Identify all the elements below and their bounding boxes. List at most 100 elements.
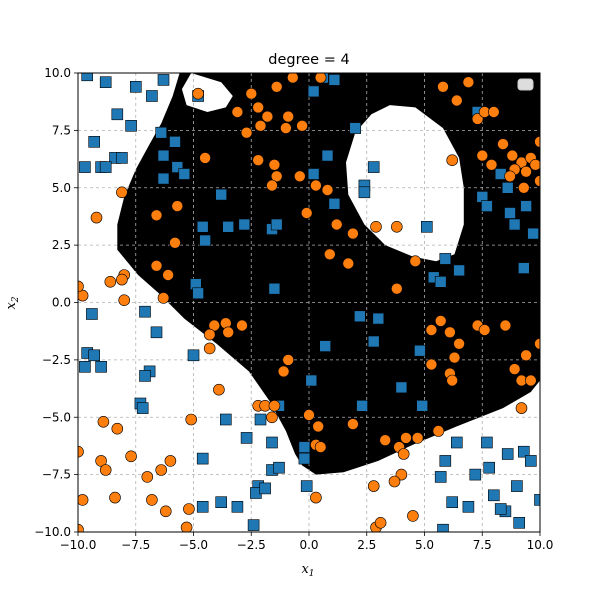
square-point-70	[136, 402, 149, 414]
circle-point-124	[78, 494, 89, 506]
y-axis-ticks: −10.0 −7.5 −5.0 −2.5 0.0 2.5 5.0 7.5 10.0	[34, 66, 78, 539]
circle-point-23	[150, 209, 163, 222]
circle-point-21	[321, 184, 334, 196]
circle-point-111	[534, 175, 540, 187]
square-point-79	[300, 480, 313, 492]
square-point-25	[270, 218, 283, 231]
circle-point-98	[487, 106, 500, 118]
plot-area	[78, 73, 540, 532]
circle-point-99	[476, 149, 489, 162]
circle-point-68	[407, 510, 419, 522]
circle-point-102	[506, 149, 519, 162]
circle-point-70	[323, 248, 336, 261]
circle-point-28	[162, 269, 174, 281]
circle-point-29	[150, 259, 163, 272]
circle-point-89	[524, 374, 537, 387]
square-point-57	[319, 340, 332, 352]
square-point-96	[494, 503, 507, 515]
circle-point-61	[397, 448, 410, 460]
circle-point-22	[330, 218, 343, 231]
circle-point-9	[314, 73, 327, 84]
square-point-111	[517, 262, 530, 274]
square-point-99	[513, 516, 526, 529]
circle-point-16	[270, 170, 283, 183]
circle-point-1	[245, 87, 258, 100]
circle-point-36	[157, 292, 170, 304]
square-point-5	[146, 90, 158, 102]
circle-point-41	[203, 328, 216, 341]
circle-point-106	[504, 170, 516, 183]
x-axis-ticks: −10.0 −7.5 −5.0 −2.5 0.0 2.5 5.0 7.5 10.0	[60, 532, 554, 552]
square-point-97	[517, 445, 530, 458]
circle-point-50	[266, 411, 278, 424]
circle-point-63	[388, 475, 401, 488]
square-point-92	[501, 448, 514, 460]
circle-point-127	[180, 521, 193, 532]
x-tick-label-8: 10.0	[527, 538, 554, 552]
grid-lines	[78, 73, 540, 532]
x-tick-label-1: −7.5	[121, 538, 150, 552]
y-tick-label-3: −2.5	[42, 353, 71, 367]
square-point-1	[99, 76, 112, 88]
square-point-17	[171, 161, 184, 173]
circle-point-62	[395, 468, 408, 481]
y-tick-label-6: 5.0	[52, 181, 71, 195]
square-point-0	[81, 73, 93, 82]
square-point-100	[534, 494, 540, 506]
circle-point-86	[425, 358, 438, 371]
square-point-91	[481, 436, 493, 449]
circle-point-56	[379, 434, 392, 447]
circle-point-114	[95, 455, 107, 467]
circle-point-93	[437, 81, 449, 93]
square-point-88	[462, 500, 475, 513]
square-point-62	[254, 413, 267, 426]
circle-point-78	[444, 326, 456, 339]
square-point-44	[192, 287, 204, 300]
square-point-27	[307, 85, 320, 98]
circle-point-24	[116, 186, 128, 199]
y-tick-label-0: −10.0	[34, 525, 71, 539]
square-point-106	[501, 182, 514, 194]
square-point-75	[298, 452, 311, 465]
square-point-59	[414, 344, 426, 357]
circle-point-103	[515, 156, 528, 169]
circle-point-6	[254, 120, 267, 132]
square-point-31	[349, 122, 362, 134]
circle-point-119	[155, 464, 167, 476]
circle-point-108	[529, 159, 540, 171]
square-point-49	[88, 349, 100, 362]
x-tick-label-7: 7.5	[473, 538, 492, 552]
square-point-20	[215, 188, 227, 201]
square-point-66	[416, 399, 429, 412]
x-tick-label-2: −5.0	[179, 538, 208, 552]
decision-region-positive	[117, 73, 540, 475]
square-point-89	[469, 468, 482, 481]
square-point-109	[520, 200, 532, 212]
circle-point-95	[450, 94, 463, 107]
square-point-64	[395, 381, 408, 394]
square-point-35	[367, 161, 380, 173]
y-tick-label-8: 10.0	[44, 66, 71, 80]
circle-point-77	[425, 324, 438, 336]
circle-point-65	[310, 491, 322, 504]
y-axis-label-main: x	[4, 302, 19, 310]
square-point-3	[157, 74, 170, 86]
square-point-71	[196, 452, 209, 465]
circle-point-25	[171, 200, 184, 212]
square-point-65	[356, 399, 368, 412]
circle-point-110	[534, 136, 540, 148]
square-point-29	[328, 74, 341, 86]
x-axis-label-main: x	[301, 562, 309, 577]
y-axis-label-subscript: 2	[11, 296, 21, 303]
square-point-36	[328, 198, 341, 210]
square-point-10	[88, 136, 100, 148]
square-point-54	[187, 349, 200, 362]
square-point-42	[268, 282, 281, 295]
circle-point-12	[296, 120, 308, 132]
square-point-61	[220, 413, 232, 426]
square-point-56	[372, 312, 385, 325]
y-tick-label-5: 2.5	[52, 238, 71, 252]
square-point-68	[266, 436, 278, 449]
circle-point-59	[411, 432, 424, 444]
